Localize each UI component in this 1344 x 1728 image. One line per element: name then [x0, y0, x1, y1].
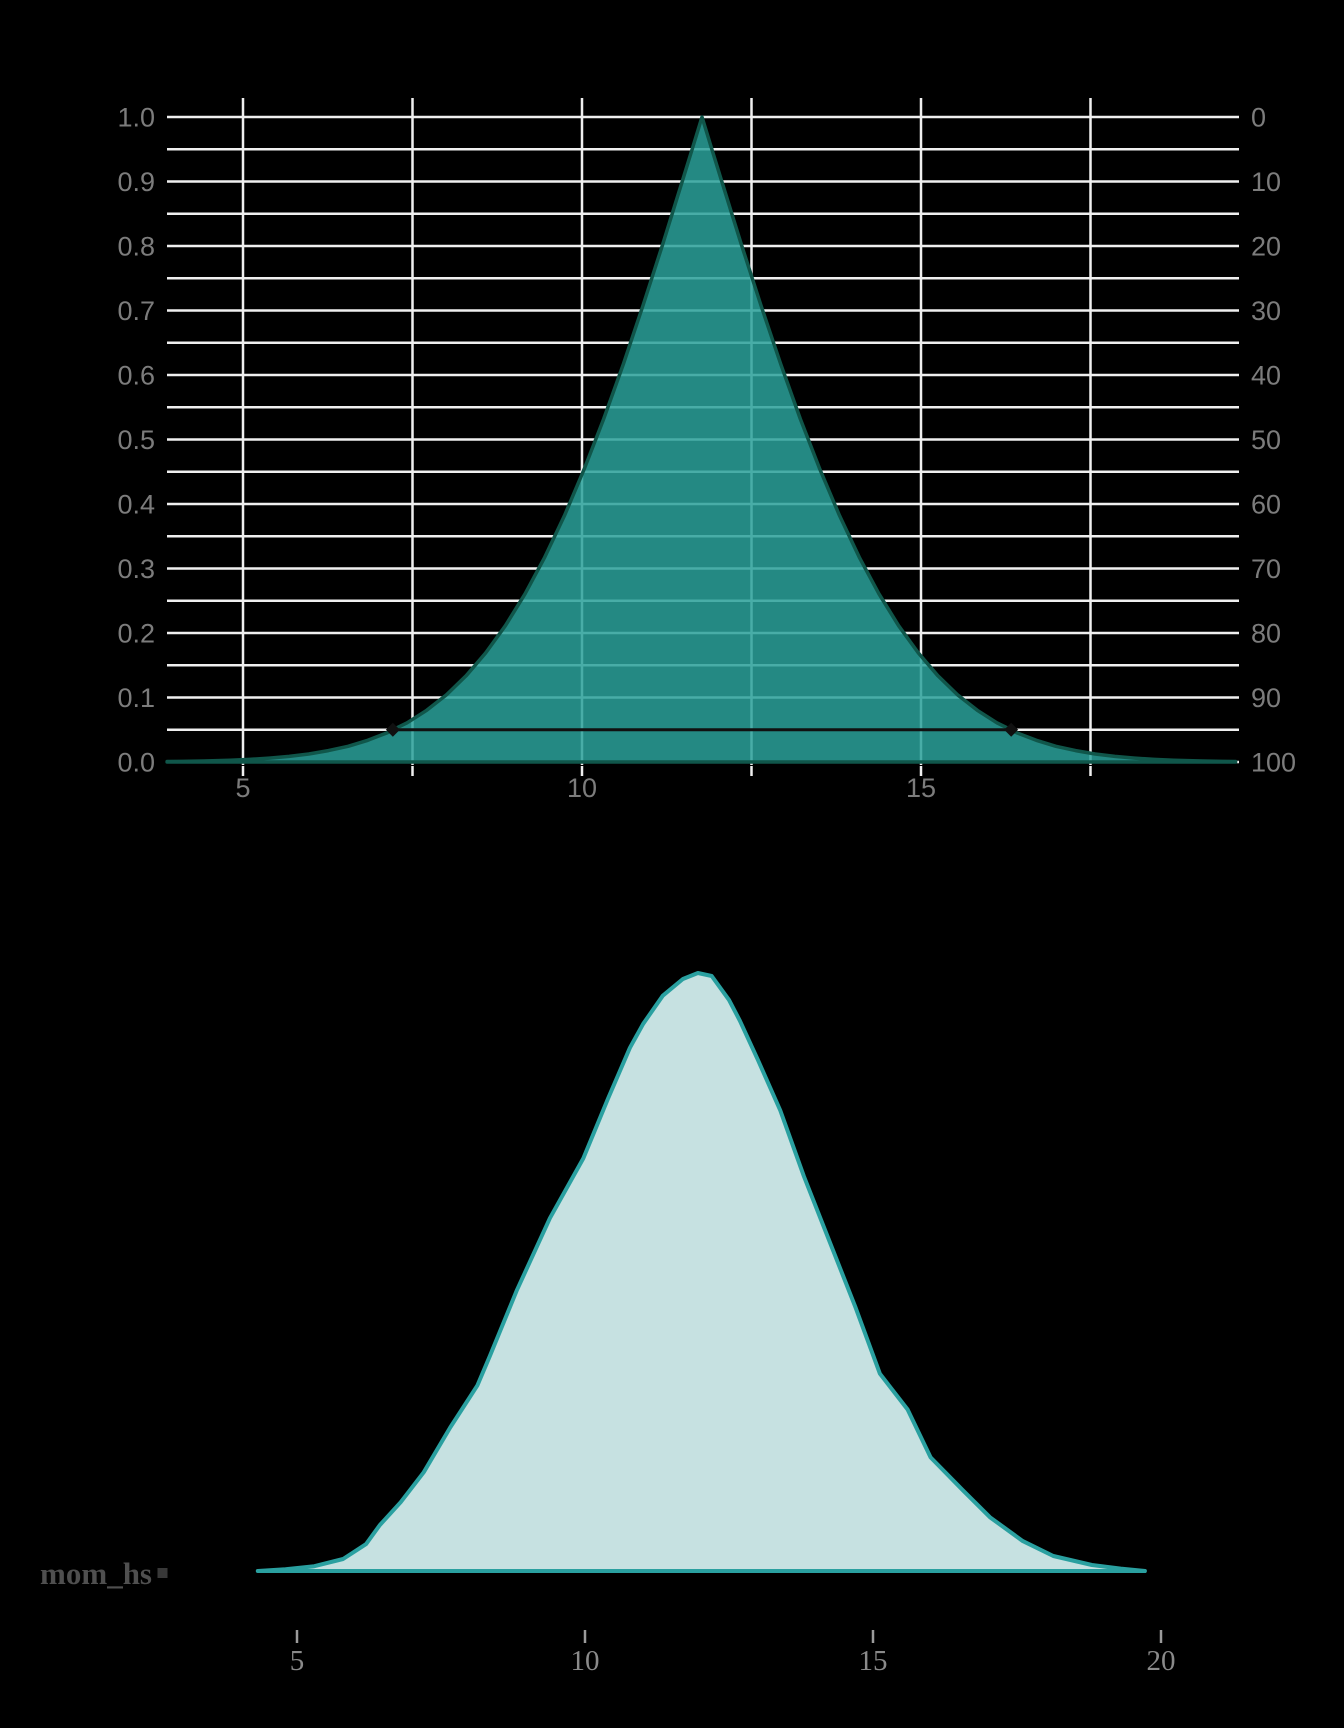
x-tick-label: 5	[235, 773, 250, 803]
y-left-tick-label: 0.8	[117, 231, 155, 261]
category-label: mom_hs	[40, 1556, 152, 1591]
y-right-tick-label: 90	[1251, 683, 1281, 713]
interval-endpoint-diamond	[1004, 722, 1019, 737]
consonance-axis-labels: 0.0 0.1 0.2 0.3 0.4 0.5 0.6 0.7 0.8 0.9 1.0 0 10 20 30…	[117, 102, 1296, 803]
interval-endpoint-diamond	[385, 722, 400, 737]
y-right-tick-label: 40	[1251, 360, 1281, 390]
y-right-tick-label: 60	[1251, 489, 1281, 519]
y-right-tick-label: 30	[1251, 296, 1281, 326]
y-left-tick-label: 0.3	[117, 554, 155, 584]
y-right-tick-label: 100	[1251, 747, 1296, 777]
y-left-tick-label: 0.0	[117, 747, 155, 777]
consonance-area-path	[165, 115, 1238, 764]
y-left-tick-label: 0.4	[117, 489, 155, 519]
x-tick-label: 10	[571, 1645, 600, 1677]
y-left-tick-label: 0.1	[117, 683, 155, 713]
ridge-density-curve	[255, 971, 1147, 1573]
x-tick-label: 15	[906, 773, 936, 803]
y-right-tick-label: 20	[1251, 231, 1281, 261]
y-left-tick-label: 0.9	[117, 167, 155, 197]
x-tick-label: 5	[290, 1645, 305, 1677]
y-right-tick-label: 0	[1251, 102, 1266, 132]
y-right-tick-label: 80	[1251, 618, 1281, 648]
y-left-tick-label: 0.6	[117, 360, 155, 390]
y-left-tick-label: 1.0	[117, 102, 155, 132]
y-left-tick-label: 0.2	[117, 618, 155, 648]
x-tick-label: 20	[1147, 1645, 1176, 1677]
confidence-interval-line	[385, 722, 1019, 737]
consonance-curve	[165, 115, 1238, 764]
ridge-area-path	[255, 971, 1147, 1573]
y-left-tick-label: 0.5	[117, 425, 155, 455]
category-tick-marker	[157, 1568, 168, 1578]
y-left-tick-label: 0.7	[117, 296, 155, 326]
y-right-tick-label: 10	[1251, 167, 1281, 197]
y-right-tick-label: 50	[1251, 425, 1281, 455]
ridge-axis-labels: 5 10 15 20 mom_hs	[40, 1556, 1175, 1677]
x-tick-label: 10	[567, 773, 597, 803]
x-tick-label: 15	[859, 1645, 888, 1677]
y-right-tick-label: 70	[1251, 554, 1281, 584]
